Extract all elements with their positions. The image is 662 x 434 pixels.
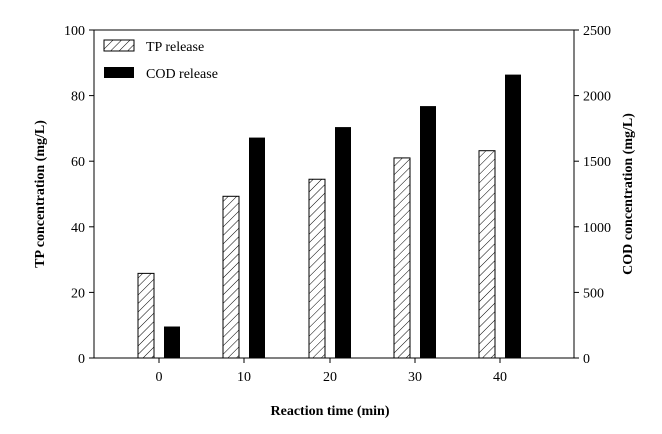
- x-tick-label-10: 10: [237, 370, 251, 385]
- x-tick-label-40: 40: [493, 370, 507, 385]
- bar-cod-release-10: [249, 137, 265, 358]
- bar-cod-release-30: [420, 106, 436, 358]
- y-right-tick-label-0: 0: [583, 352, 590, 367]
- y-right-tick-label-500: 500: [583, 286, 604, 301]
- bars-layer: [137, 74, 521, 359]
- bar-cod-release-0: [164, 326, 180, 358]
- y-axis-title-right: COD concentration (mg/L): [621, 113, 636, 275]
- y-axis-title-left: TP concentration (mg/L): [33, 120, 48, 268]
- y-right-tick-label-2000: 2000: [583, 90, 611, 105]
- bar-cod-release-20: [335, 127, 351, 358]
- legend-label-tp-release: TP release: [146, 40, 204, 55]
- y-left-tick-label-80: 80: [71, 90, 85, 105]
- x-tick-label-30: 30: [408, 370, 422, 385]
- bar-tp-release-0: [137, 272, 155, 359]
- legend-swatch-cod-release: [104, 67, 134, 78]
- y-right-tick-label-1500: 1500: [583, 155, 611, 170]
- x-axis-title: Reaction time (min): [271, 404, 390, 419]
- bar-cod-release-40: [505, 74, 521, 358]
- x-tick-label-0: 0: [156, 370, 163, 385]
- bar-tp-release-30: [393, 157, 411, 359]
- bar-tp-release-20: [308, 178, 326, 359]
- legend-label-cod-release: COD release: [146, 67, 218, 82]
- ticks-layer: 0 10 20 30 400204060801000500100015002000250…: [64, 24, 611, 385]
- y-right-tick-label-1000: 1000: [583, 221, 611, 236]
- bar-tp-release-40: [478, 150, 496, 359]
- plot-frame: [93, 29, 575, 359]
- x-tick-label-20: 20: [323, 370, 337, 385]
- y-left-tick-label-40: 40: [71, 221, 85, 236]
- y-left-tick-label-60: 60: [71, 155, 85, 170]
- y-left-tick-label-100: 100: [64, 24, 85, 39]
- y-right-tick-label-2500: 2500: [583, 24, 611, 39]
- y-left-tick-label-0: 0: [78, 352, 85, 367]
- y-left-tick-label-20: 20: [71, 286, 85, 301]
- legend: TP release COD release: [103, 39, 218, 82]
- legend-swatch-tp-release: [103, 39, 135, 52]
- bar-tp-release-10: [222, 195, 240, 359]
